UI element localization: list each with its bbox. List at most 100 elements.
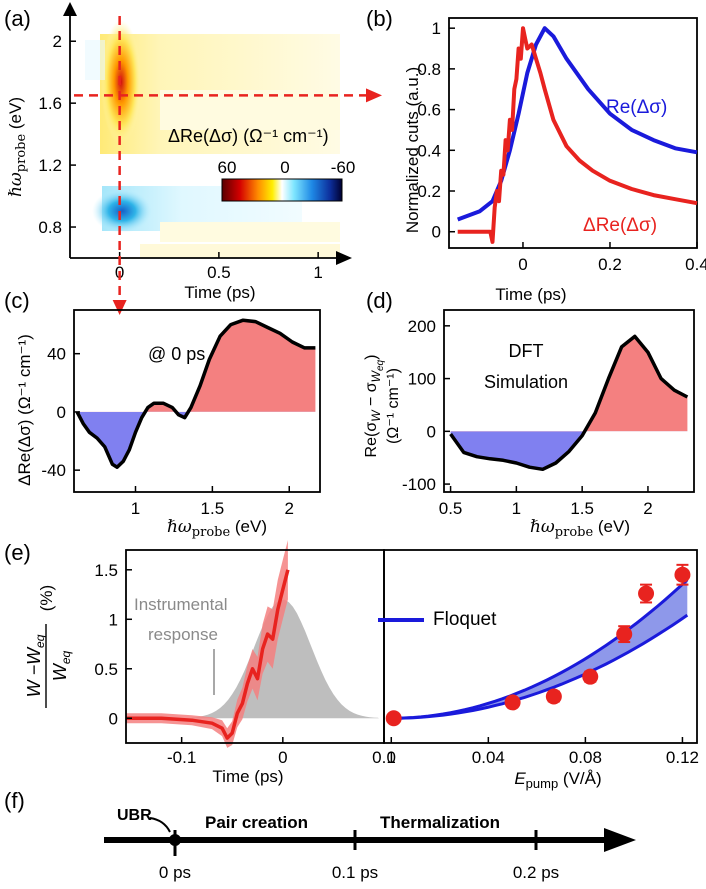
x-tick-label: 2 [643, 499, 652, 518]
y-axis-arrowhead [63, 2, 77, 16]
x-tick-label: 0 [278, 748, 287, 767]
legend-re-sigma: Re(Δσ) [606, 97, 667, 118]
x-tick-label: 1 [313, 263, 322, 282]
y-tick-label: -40 [41, 461, 66, 480]
y-tick-label: 0.2 [417, 182, 441, 201]
floquet-band [391, 579, 688, 719]
y-tick-label: 2 [53, 32, 62, 51]
y-tick-label: 1.5 [94, 561, 118, 580]
panel-c-plot: 1 1.5 2 -40 0 40 [41, 309, 321, 518]
legend-delta-re-sigma: ΔRe(Δσ) [583, 215, 657, 236]
ubr-pointer [149, 817, 171, 833]
panel-d-plot: 0.5 1 1.5 2 -100 0 100 200 [402, 309, 695, 518]
colorbar-tick-label: 0 [280, 158, 289, 177]
pair-creation-label: Pair creation [205, 813, 308, 832]
panel-f: (f) UBR Pair creation Thermalization 0 p… [4, 788, 636, 882]
panel-c-label: (c) [4, 288, 30, 313]
y-tick-label: 1.2 [38, 156, 62, 175]
measured-uncertainty-band [126, 540, 288, 748]
panel-e-right-xlabel: Epump (V/Å) [514, 769, 601, 791]
x-tick-label: 0 [518, 255, 527, 274]
plot-frame [73, 309, 321, 493]
panel-b-plot: 0 0.2 0.4 0 0.2 0.4 0.6 0.8 1 [417, 17, 706, 274]
data-point [582, 668, 599, 685]
y-tick-label: 0.4 [417, 141, 441, 160]
y-tick-label: 0.8 [417, 60, 441, 79]
x-tick-label: 1.5 [201, 499, 225, 518]
data-point [616, 626, 633, 643]
x-tick-label: 1.5 [570, 499, 594, 518]
panel-d-ylabel-line2: (Ω⁻¹ cm⁻¹) [385, 368, 402, 444]
x-tick-label: 2 [285, 499, 294, 518]
time-cut-arrowhead [112, 300, 127, 315]
delta-re-sigma-line [457, 26, 698, 244]
data-point [545, 688, 562, 705]
ubr-label: UBR [117, 807, 152, 824]
spectrum-line [75, 318, 316, 469]
y-tick-label: 1.6 [38, 94, 62, 113]
timeline-arrowhead [604, 828, 636, 852]
panel-e-left-xlabel: Time (ps) [212, 767, 283, 786]
timeline-tick-label: 0.1 ps [332, 863, 378, 882]
x-tick-label: 0.12 [666, 748, 699, 767]
panel-e-label: (e) [4, 540, 31, 565]
heatmap-pale-top-band [160, 90, 340, 130]
timeline-start-dot [169, 834, 181, 846]
plot-frame [448, 17, 698, 249]
panel-a-axes: 0 0.5 1 0.8 1.2 1.6 2 [38, 2, 382, 315]
panel-f-label: (f) [4, 788, 25, 813]
x-tick-label: 1 [131, 499, 140, 518]
x-tick-label: 1 [512, 499, 521, 518]
panel-e-ylabel: W −Weq Weq (%) [24, 585, 73, 708]
spectrum-line [449, 334, 689, 472]
panel-d-xlabel: ℏωprobe (eV) [530, 517, 630, 540]
panel-e-right-plot: 0 0.04 0.08 0.12 [383, 549, 699, 767]
x-tick-label: 0.2 [598, 255, 622, 274]
panel-b-xlabel: Time (ps) [495, 285, 566, 304]
x-tick-label: 0.08 [569, 748, 602, 767]
panel-e-left-plot: -0.1 0 0.100.511.5 [94, 540, 396, 767]
heatmap-positive-peak [101, 20, 141, 144]
positive-area [450, 336, 688, 432]
floquet-lower-line [391, 613, 689, 720]
panel-a-xlabel: Time (ps) [184, 283, 255, 302]
ylabel-denominator: Weq [50, 651, 73, 682]
panel-d-label: (d) [366, 288, 393, 313]
panel-c-annotation: @ 0 ps [148, 344, 205, 364]
y-tick-label: 200 [408, 317, 436, 336]
x-axis-arrowhead [336, 251, 352, 265]
timeline-tick-label: 0 ps [159, 863, 191, 882]
data-point [674, 566, 691, 583]
y-tick-label: 1 [432, 19, 441, 38]
x-tick-label: 0.04 [472, 748, 505, 767]
ylabel-numerator: W −Weq [24, 634, 47, 697]
negative-area [450, 431, 585, 470]
energy-cut-arrowhead [366, 88, 382, 103]
x-tick-label: -0.1 [167, 748, 196, 767]
floquet-legend-label: Floquet [433, 609, 497, 630]
panel-c-ylabel: ΔRe(Δσ) (Ω⁻¹ cm⁻¹) [15, 334, 34, 486]
y-tick-label: 0.6 [417, 101, 441, 120]
data-point [504, 694, 521, 711]
positive-area [77, 320, 316, 412]
x-tick-label: 0.4 [685, 255, 706, 274]
colorbar-gradient [221, 178, 343, 202]
panel-a-label: (a) [4, 6, 31, 31]
heatmap [85, 20, 340, 258]
panel-a-ylabel: ℏωprobe (eV) [6, 97, 29, 197]
colorbar: ΔRe(Δσ) (Ω⁻¹ cm⁻¹) 60 0 -60 [168, 126, 355, 202]
panel-a: (a) 0 0.5 1 0.8 1.2 1.6 2 ΔRe(Δσ) (Ω⁻¹ cm⁻¹) 6… [4, 2, 382, 315]
y-tick-label: -100 [402, 475, 436, 494]
plot-frame [443, 309, 695, 493]
panel-d-annotation-line1: DFT [509, 341, 544, 361]
panel-c-xlabel: ℏωprobe (eV) [167, 517, 267, 540]
re-sigma-line [457, 26, 698, 222]
measured-line [126, 569, 290, 740]
y-tick-label: 0.8 [38, 218, 62, 237]
y-tick-label: 40 [47, 345, 66, 364]
colorbar-title: ΔRe(Δσ) (Ω⁻¹ cm⁻¹) [168, 126, 329, 146]
panel-c: (c) 1 1.5 2 -40 0 40 @ 0 ps ℏωprobe (eV) ΔRe(… [4, 288, 321, 540]
ylabel-unit: (%) [37, 585, 56, 611]
data-point [385, 710, 402, 727]
x-tick-label: 0.1 [372, 748, 396, 767]
